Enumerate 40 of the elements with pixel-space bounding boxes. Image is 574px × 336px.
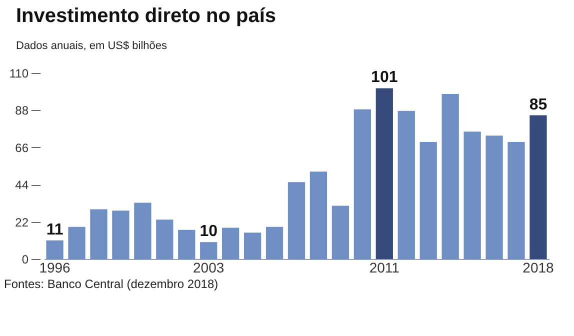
bar xyxy=(464,132,481,259)
bar xyxy=(68,226,86,259)
bar xyxy=(156,220,174,259)
bar xyxy=(134,202,152,259)
bar xyxy=(442,94,459,259)
bar xyxy=(420,142,437,259)
bar xyxy=(530,115,547,259)
bar xyxy=(112,210,130,259)
y-tick-label: 0 xyxy=(22,252,29,266)
x-tick-label: 2018 xyxy=(522,260,554,276)
bar xyxy=(508,142,525,259)
text: Fontes: Banco Central (dezembro 2018) xyxy=(4,277,220,291)
bar xyxy=(222,228,240,259)
x-tick-label: 1996 xyxy=(39,260,71,276)
x-tick-label: 2003 xyxy=(193,260,224,276)
data-label: 11 xyxy=(46,221,64,238)
bar xyxy=(46,240,64,259)
bar xyxy=(398,110,415,259)
bar xyxy=(486,136,503,259)
chart-subtitle: Dados anuais, em US$ bilhões xyxy=(16,40,168,52)
bar xyxy=(178,230,196,259)
bar xyxy=(288,182,306,259)
bar xyxy=(376,88,393,259)
y-tick-label: 110 xyxy=(9,66,29,80)
bar xyxy=(200,242,218,259)
data-label: 10 xyxy=(200,223,218,240)
bar xyxy=(310,172,328,259)
bar xyxy=(354,109,371,259)
y-tick-label: 66 xyxy=(15,140,29,155)
bar xyxy=(244,232,262,259)
bar xyxy=(332,206,350,259)
y-tick-label: 22 xyxy=(15,215,29,230)
y-tick-label: 88 xyxy=(15,104,29,118)
chart-title: Investimento direto no país xyxy=(16,5,276,27)
bar xyxy=(90,209,108,259)
y-tick-label: 44 xyxy=(15,178,29,192)
data-label: 101 xyxy=(371,69,398,86)
bar xyxy=(266,226,284,259)
data-label: 85 xyxy=(529,96,548,114)
x-tick-label: 2011 xyxy=(369,260,400,276)
